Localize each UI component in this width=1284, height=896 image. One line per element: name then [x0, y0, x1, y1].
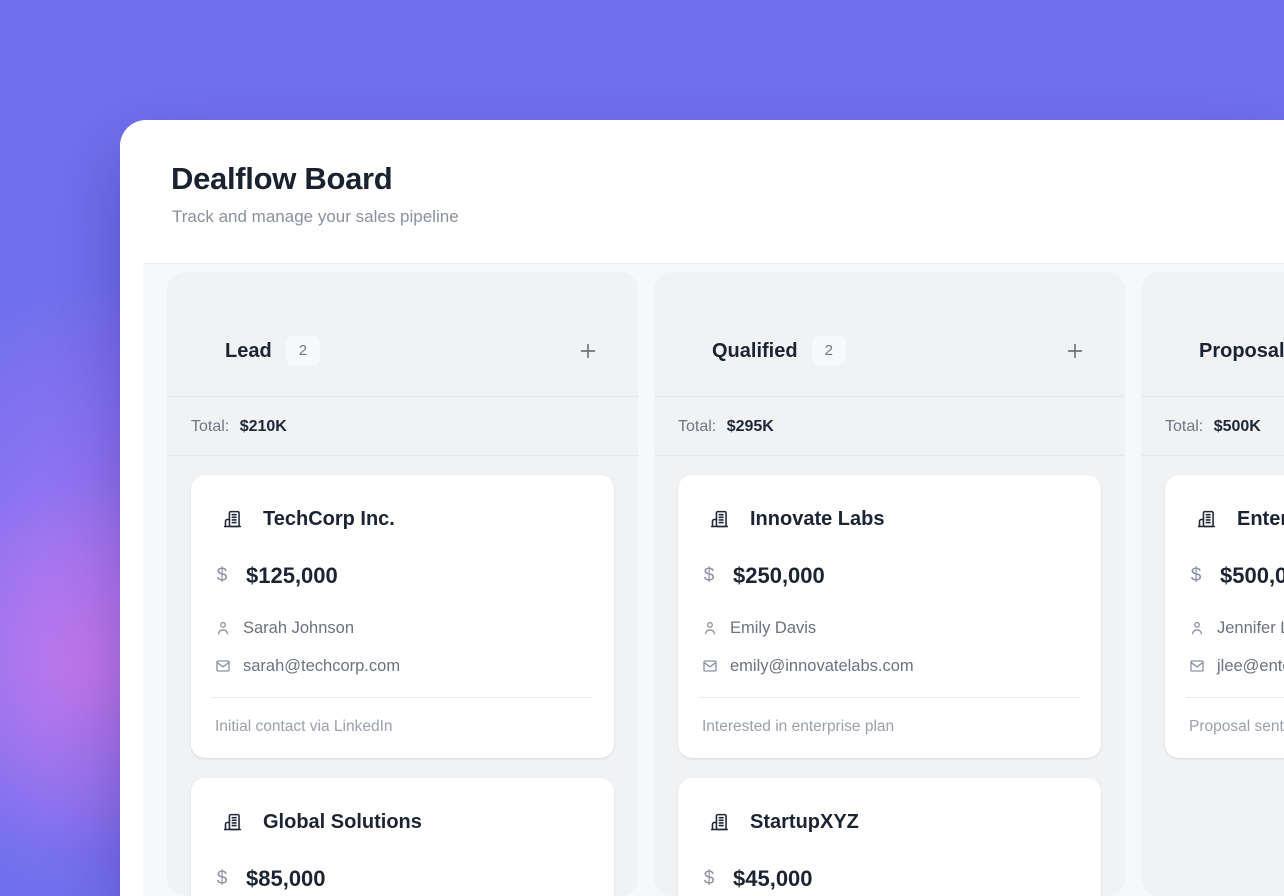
deal-card[interactable]: TechCorp Inc. $ $125,000 Sarah Johnson — [191, 475, 614, 758]
building-icon — [222, 812, 243, 833]
column-header: Qualified 2 — [654, 272, 1125, 397]
card-divider — [1186, 697, 1284, 698]
deal-card[interactable]: Innovate Labs $ $250,000 Emily Davis e — [678, 475, 1101, 758]
column-count-badge: 2 — [285, 336, 321, 365]
pipeline-column: Qualified 2 Total: $295K Inno — [654, 272, 1125, 896]
deal-email-row: sarah@techcorp.com — [215, 656, 590, 676]
deal-contact-row: Jennifer Lee — [1189, 618, 1284, 638]
deal-company-row: TechCorp Inc. — [215, 506, 590, 532]
page-title: Dealflow Board — [171, 161, 393, 196]
deal-note: Proposal sent last week — [1189, 718, 1284, 735]
dollar-icon: $ — [216, 565, 228, 586]
deal-amount: $250,000 — [733, 563, 825, 588]
deal-amount: $125,000 — [246, 563, 338, 588]
deal-amount-row: $ $85,000 — [215, 866, 590, 892]
deal-amount-row: $ $500,000 — [1189, 563, 1284, 589]
deal-email-row: emily@innovatelabs.com — [702, 656, 1077, 676]
card-list: Enterprise Corp $ $500,000 Jennifer Lee — [1141, 456, 1284, 777]
building-icon — [709, 509, 730, 530]
deal-email: sarah@techcorp.com — [243, 656, 401, 675]
mail-icon — [702, 658, 718, 674]
deal-email: emily@innovatelabs.com — [730, 656, 914, 675]
deal-note: Interested in enterprise plan — [702, 718, 895, 735]
column-title: Lead — [225, 339, 272, 362]
column-header: Proposal 1 — [1141, 272, 1284, 397]
column-total: Total: $210K — [167, 397, 638, 456]
deal-company: StartupXYZ — [750, 810, 859, 833]
column-total-value: $210K — [239, 418, 287, 435]
deal-company-row: Global Solutions — [215, 809, 590, 835]
plus-icon — [1064, 340, 1086, 362]
column-total-value: $295K — [726, 418, 774, 435]
deal-company-row: Innovate Labs — [702, 506, 1077, 532]
dollar-icon: $ — [1190, 565, 1202, 586]
card-list: Innovate Labs $ $250,000 Emily Davis e — [654, 456, 1125, 896]
pipeline-column: Proposal 1 Total: $500K Enter — [1141, 272, 1284, 896]
deal-note: Initial contact via LinkedIn — [215, 718, 393, 735]
deal-amount: $45,000 — [733, 866, 813, 891]
column-title: Proposal — [1199, 339, 1284, 362]
app-panel: Dealflow Board Track and manage your sal… — [120, 120, 1284, 896]
deal-contact: Jennifer Lee — [1217, 618, 1284, 637]
building-icon — [222, 509, 243, 530]
column-total-label: Total: — [191, 418, 230, 435]
deal-amount: $85,000 — [246, 866, 326, 891]
card-divider — [699, 697, 1080, 698]
deal-amount-row: $ $125,000 — [215, 563, 590, 589]
user-icon — [702, 620, 718, 636]
card-list: TechCorp Inc. $ $125,000 Sarah Johnson — [167, 456, 638, 896]
column-total-label: Total: — [1165, 418, 1204, 435]
deal-card[interactable]: StartupXYZ $ $45,000 — [678, 778, 1101, 896]
column-count-badge: 2 — [811, 336, 846, 365]
deal-contact-row: Emily Davis — [702, 618, 1077, 638]
deal-contact: Sarah Johnson — [243, 618, 354, 637]
building-icon — [709, 812, 730, 833]
mail-icon — [1189, 658, 1205, 674]
deal-amount-row: $ $45,000 — [702, 866, 1077, 892]
deal-contact-row: Sarah Johnson — [215, 618, 590, 638]
card-divider — [212, 697, 593, 698]
column-title: Qualified — [712, 339, 798, 362]
dollar-icon: $ — [703, 565, 715, 586]
deal-contact: Emily Davis — [730, 618, 817, 637]
user-icon — [1189, 620, 1205, 636]
deal-email-row: jlee@enterprise.com — [1189, 656, 1284, 676]
deal-amount-row: $ $250,000 — [702, 563, 1077, 589]
pipeline-column: Lead 2 Total: $210K TechCorp — [167, 272, 638, 896]
deal-card[interactable]: Enterprise Corp $ $500,000 Jennifer Lee — [1165, 475, 1284, 758]
deal-card[interactable]: Global Solutions $ $85,000 — [191, 778, 614, 896]
pipeline-board: Lead 2 Total: $210K TechCorp — [143, 263, 1284, 896]
deal-company: Global Solutions — [263, 810, 422, 833]
column-header: Lead 2 — [167, 272, 638, 397]
column-total-label: Total: — [678, 418, 717, 435]
deal-company: TechCorp Inc. — [263, 507, 395, 530]
deal-company-row: Enterprise Corp — [1189, 506, 1284, 532]
dollar-icon: $ — [216, 868, 228, 889]
add-deal-button[interactable] — [1063, 339, 1087, 363]
board-header: Dealflow Board Track and manage your sal… — [120, 120, 1284, 263]
plus-icon — [577, 340, 599, 362]
dollar-icon: $ — [703, 868, 715, 889]
column-total: Total: $500K — [1141, 397, 1284, 456]
building-icon — [1196, 509, 1217, 530]
mail-icon — [215, 658, 231, 674]
column-total-value: $500K — [1213, 418, 1261, 435]
user-icon — [215, 620, 231, 636]
deal-company-row: StartupXYZ — [702, 809, 1077, 835]
deal-company: Enterprise Corp — [1237, 507, 1284, 530]
deal-email: jlee@enterprise.com — [1217, 656, 1284, 675]
column-total: Total: $295K — [654, 397, 1125, 456]
deal-company: Innovate Labs — [750, 507, 885, 530]
add-deal-button[interactable] — [576, 339, 600, 363]
page-subtitle: Track and manage your sales pipeline — [172, 207, 459, 226]
deal-amount: $500,000 — [1220, 563, 1284, 588]
